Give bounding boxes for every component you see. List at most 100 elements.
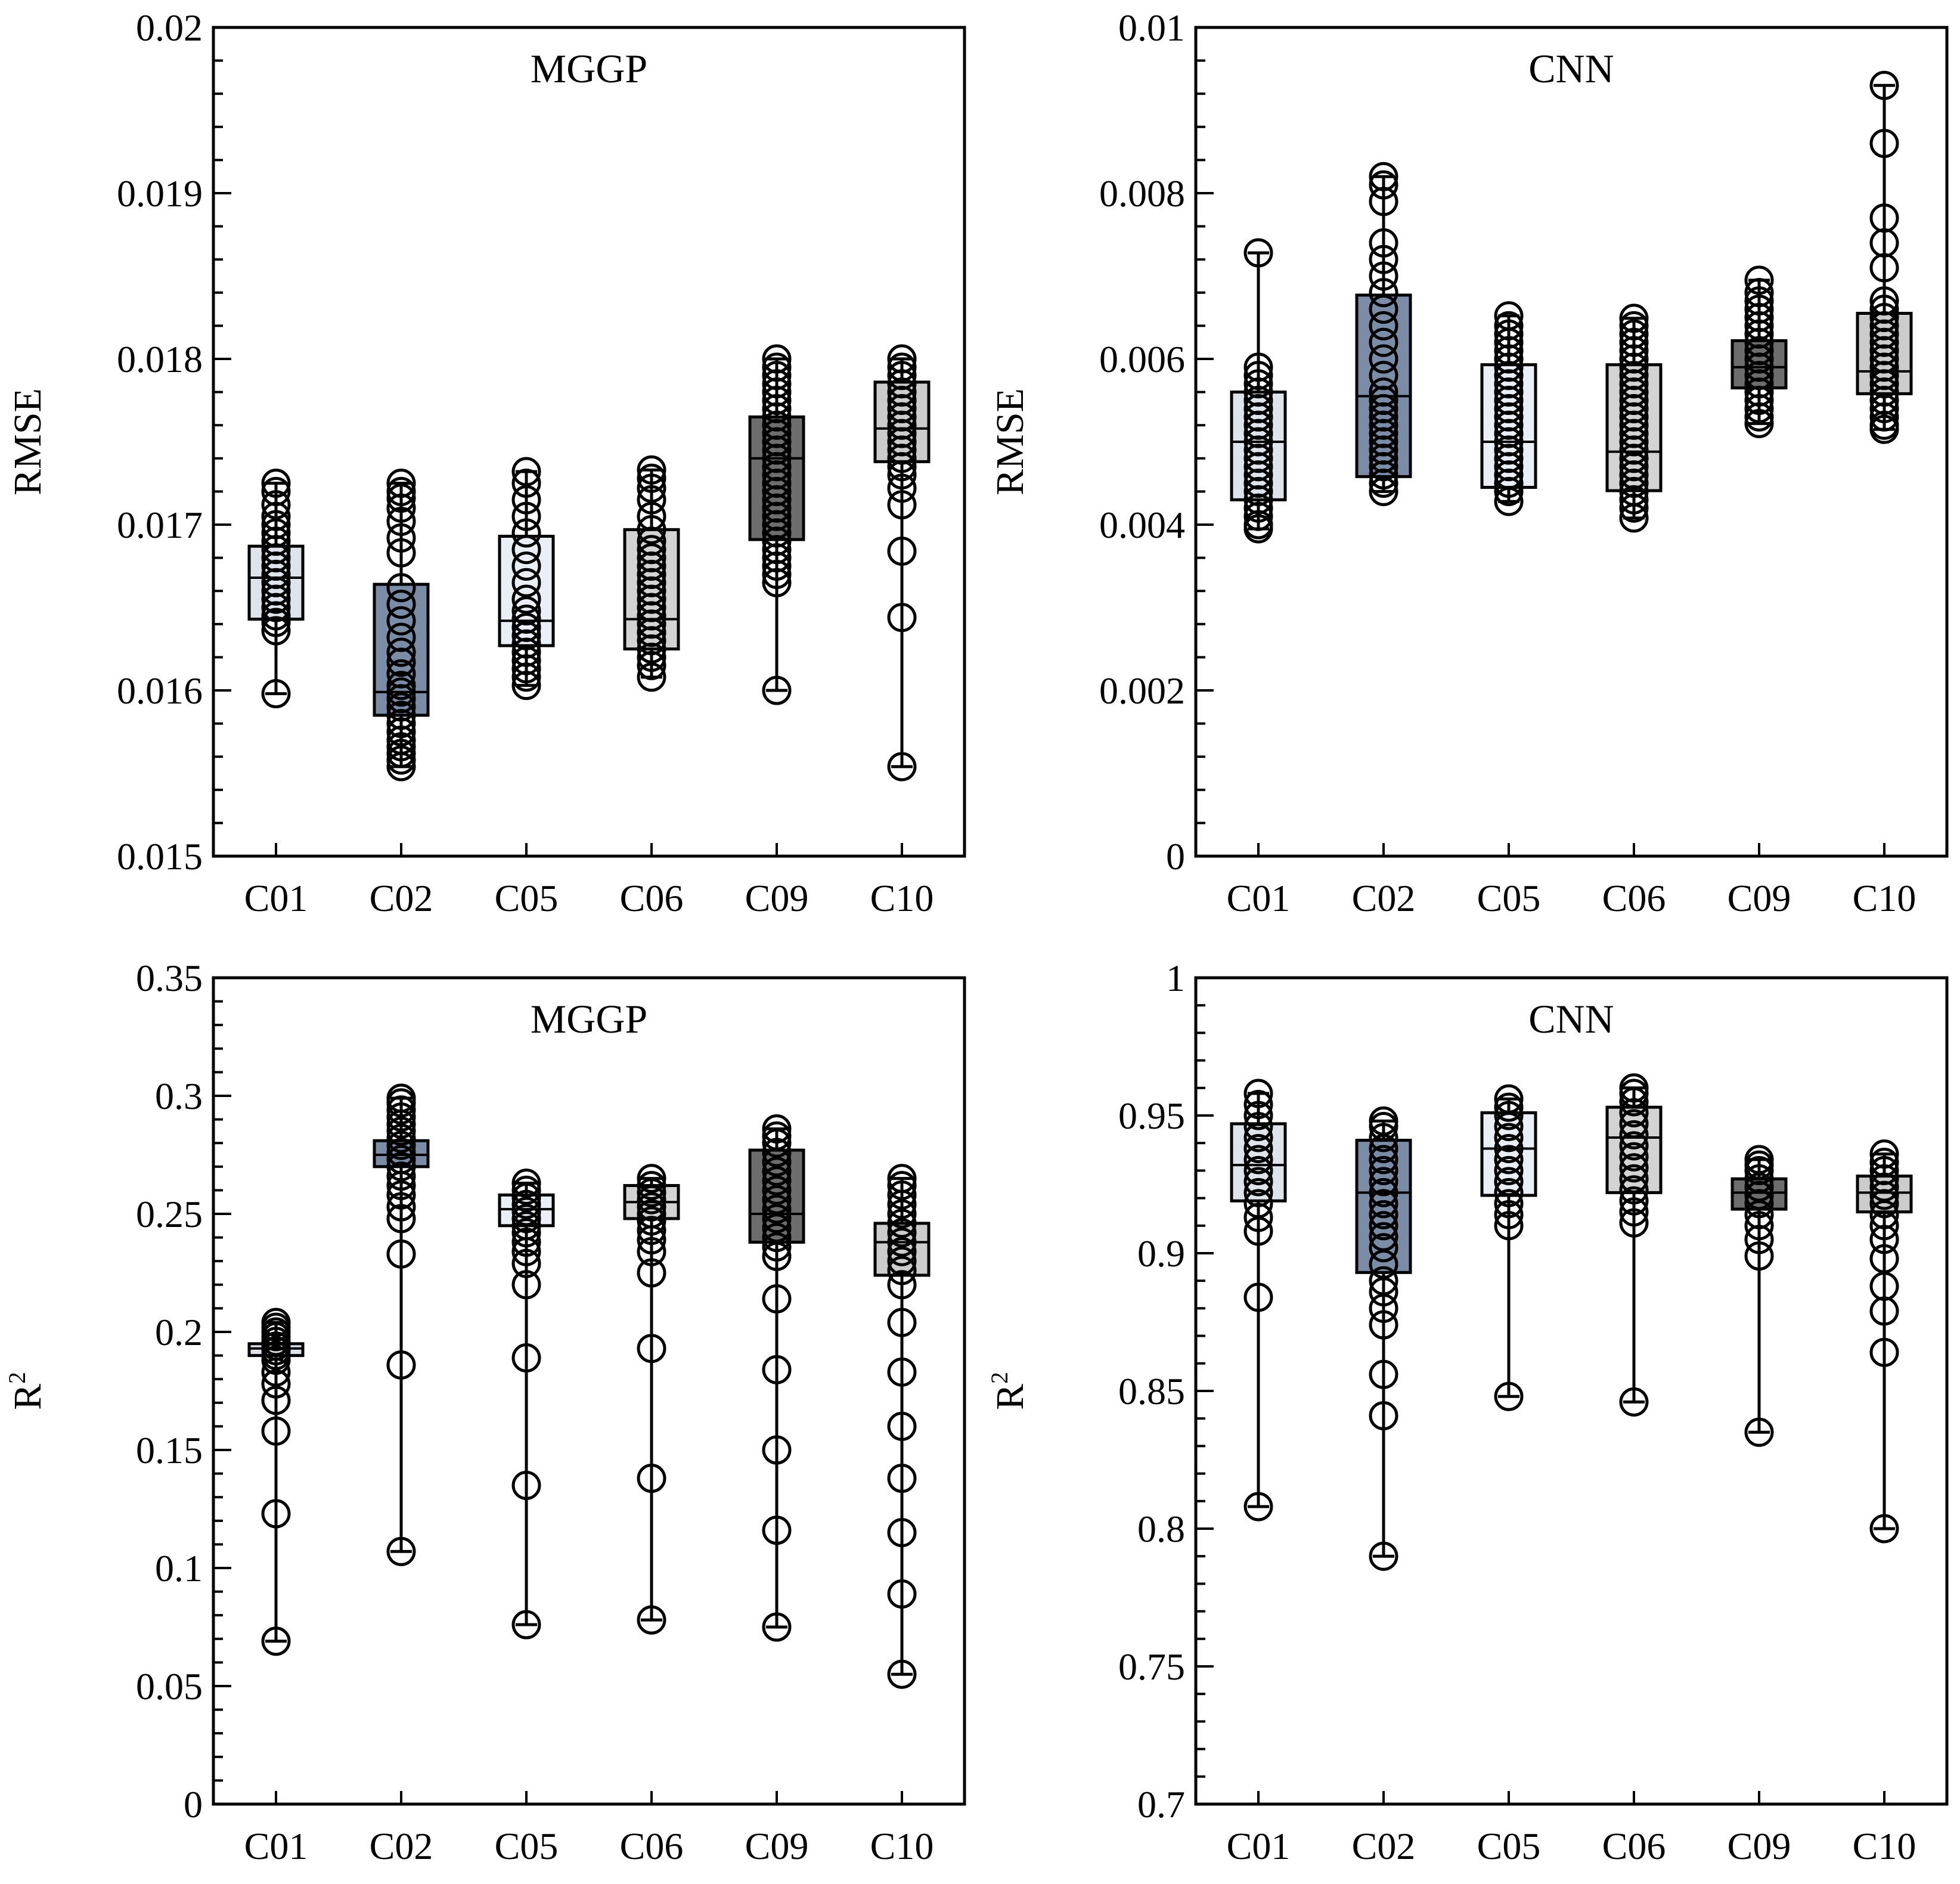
data-point <box>887 1209 917 1238</box>
x-tick-label-c02: C02 <box>1352 1825 1416 1867</box>
y-tick-label: 0.35 <box>136 957 203 999</box>
data-point <box>637 1185 666 1214</box>
data-point <box>511 551 541 581</box>
data-point <box>511 535 541 565</box>
data-point <box>1243 1101 1273 1130</box>
data-point <box>637 501 666 531</box>
data-point <box>637 1464 666 1493</box>
data-point <box>637 515 666 544</box>
data-point <box>1243 1178 1273 1207</box>
data-point <box>1369 1123 1398 1152</box>
data-point <box>637 463 666 493</box>
data-point <box>386 739 416 769</box>
x-tick-label-c06: C06 <box>620 1825 684 1867</box>
box-c10 <box>1856 70 1913 444</box>
data-point <box>762 675 792 705</box>
data-point <box>637 1192 666 1222</box>
data-point <box>1869 70 1899 100</box>
data-point <box>386 589 416 619</box>
panel-3: 0 0.05 0.1 0.15 0.2 0.25 0.3 0.35 R2 MGGP C01 C02 C0… <box>4 957 966 1867</box>
y-tick-label: 0.002 <box>1099 670 1185 712</box>
data-point <box>1869 1337 1899 1367</box>
data-point <box>511 1169 541 1198</box>
data-point <box>386 1083 416 1113</box>
y-tick-label: 0.7 <box>1137 1783 1185 1826</box>
data-point <box>762 1175 792 1205</box>
panel-title: MGGP <box>531 996 648 1042</box>
data-point <box>1619 1142 1649 1172</box>
data-point <box>1619 1208 1649 1238</box>
data-point <box>1494 1155 1524 1185</box>
data-point <box>511 469 541 498</box>
data-point <box>511 1211 541 1241</box>
box-c05 <box>1480 1084 1537 1411</box>
data-point <box>1369 244 1398 274</box>
data-point <box>511 596 541 626</box>
data-point <box>1619 319 1649 349</box>
data-point <box>762 1284 792 1314</box>
data-point <box>1369 162 1398 191</box>
y-axis-label-main: R <box>6 1384 49 1410</box>
data-point <box>1494 311 1524 340</box>
data-point <box>1744 286 1774 316</box>
y-tick-label: 0.15 <box>136 1429 203 1471</box>
data-point <box>386 677 416 707</box>
data-point <box>511 612 541 642</box>
data-point <box>511 1218 541 1248</box>
data-point <box>386 745 416 775</box>
data-point <box>1494 1145 1524 1175</box>
box-c01 <box>247 1307 305 1656</box>
data-point <box>1869 203 1899 233</box>
data-point <box>386 701 416 730</box>
data-point <box>386 523 416 553</box>
data-point <box>1744 265 1774 295</box>
data-point <box>1369 1211 1398 1241</box>
data-point <box>1494 1381 1524 1411</box>
data-point <box>1369 1359 1398 1389</box>
box-c09 <box>1730 1145 1788 1447</box>
data-point <box>1369 1200 1398 1229</box>
data-point <box>887 1579 917 1609</box>
data-point <box>1744 295 1774 324</box>
data-point <box>1369 1189 1398 1219</box>
data-point <box>386 484 416 513</box>
data-point <box>637 1237 666 1266</box>
data-point <box>887 1464 917 1493</box>
data-point <box>1869 129 1899 159</box>
data-point <box>386 1239 416 1269</box>
panel-title: CNN <box>1528 996 1614 1042</box>
data-point <box>762 1185 792 1214</box>
data-point <box>1243 238 1273 268</box>
data-point <box>1619 327 1649 357</box>
data-point <box>1243 1189 1273 1219</box>
data-point <box>762 1194 792 1224</box>
data-point <box>762 344 792 374</box>
box-c09 <box>1730 265 1788 438</box>
y-tick-label: 0.008 <box>1099 172 1185 215</box>
data-point <box>762 1204 792 1234</box>
data-point <box>386 606 416 636</box>
data-point <box>1619 1164 1649 1194</box>
data-point <box>1494 1200 1524 1229</box>
box-c09 <box>748 1114 805 1642</box>
box-c06 <box>1605 1073 1663 1417</box>
data-point <box>637 543 666 573</box>
data-point <box>261 518 291 548</box>
data-point <box>261 1369 291 1399</box>
data-point <box>261 608 291 637</box>
panel-title: MGGP <box>531 46 648 91</box>
data-point <box>261 1386 291 1415</box>
data-point <box>386 573 416 603</box>
y-tick-label: 0.3 <box>155 1075 203 1117</box>
y-tick-label: 0.25 <box>136 1193 203 1235</box>
y-tick-label: 0.1 <box>155 1547 203 1589</box>
data-point <box>1243 1282 1273 1312</box>
data-point <box>637 473 666 503</box>
x-tick-label-c06: C06 <box>1602 877 1666 919</box>
data-point <box>887 536 917 566</box>
y-axis-label-sup: 2 <box>986 1372 1013 1384</box>
y-tick-label: 0.2 <box>155 1311 203 1353</box>
data-point <box>1369 228 1398 258</box>
data-point <box>1369 1167 1398 1197</box>
y-tick-label: 0.95 <box>1118 1095 1185 1137</box>
